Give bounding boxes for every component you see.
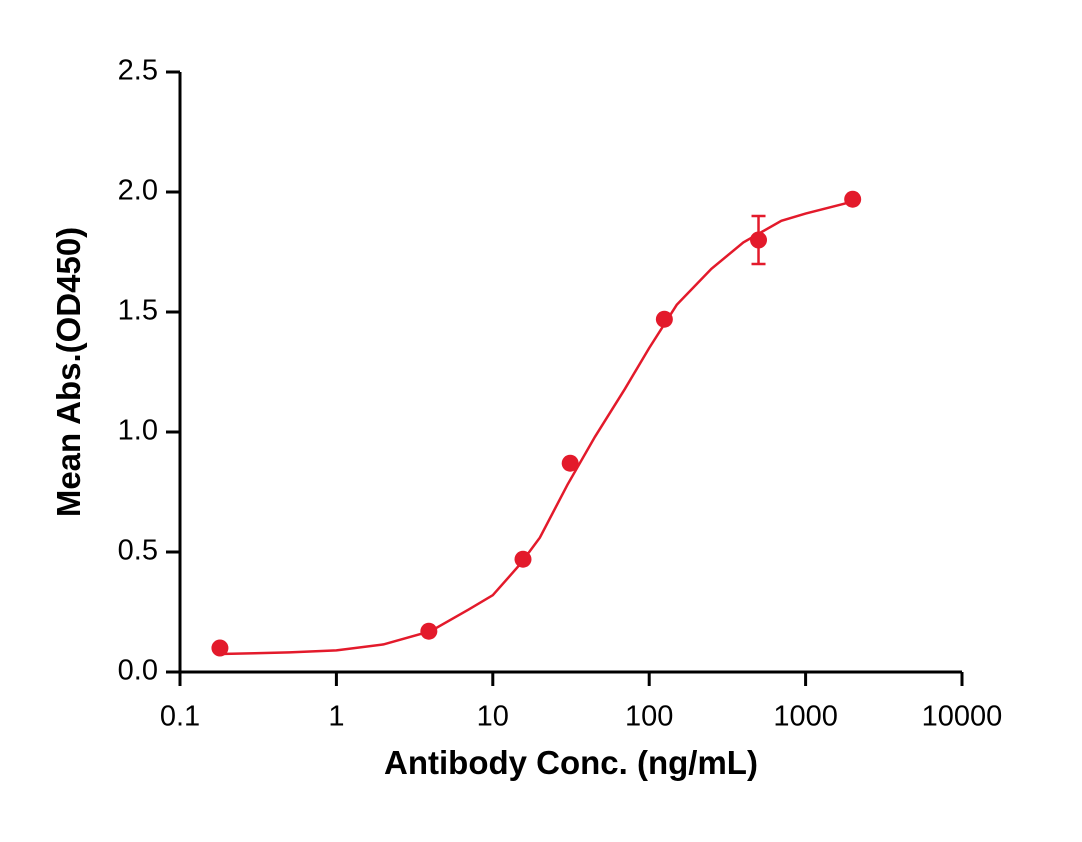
data-point	[514, 550, 532, 568]
y-tick-label: 2.0	[118, 175, 158, 207]
x-tick-label: 1000	[773, 701, 838, 733]
x-tick-label: 10000	[922, 701, 1003, 733]
data-point	[420, 622, 438, 640]
data-point	[655, 310, 673, 328]
y-axis-title: Mean Abs.(OD450)	[50, 227, 87, 517]
data-point	[211, 639, 229, 657]
data-point	[750, 231, 768, 249]
data-point	[561, 454, 579, 472]
y-tick-label: 1.0	[118, 415, 158, 447]
data-point	[844, 190, 862, 208]
x-tick-label: 0.1	[160, 701, 200, 733]
y-tick-label: 0.5	[118, 535, 158, 567]
y-tick-label: 2.5	[118, 55, 158, 87]
x-tick-label: 1	[328, 701, 344, 733]
y-tick-label: 1.5	[118, 295, 158, 327]
x-tick-label: 10	[477, 701, 509, 733]
x-axis-title: Antibody Conc. (ng/mL)	[384, 744, 758, 781]
fit-curve	[219, 200, 853, 656]
y-tick-label: 0.0	[118, 655, 158, 687]
x-tick-label: 100	[625, 701, 673, 733]
